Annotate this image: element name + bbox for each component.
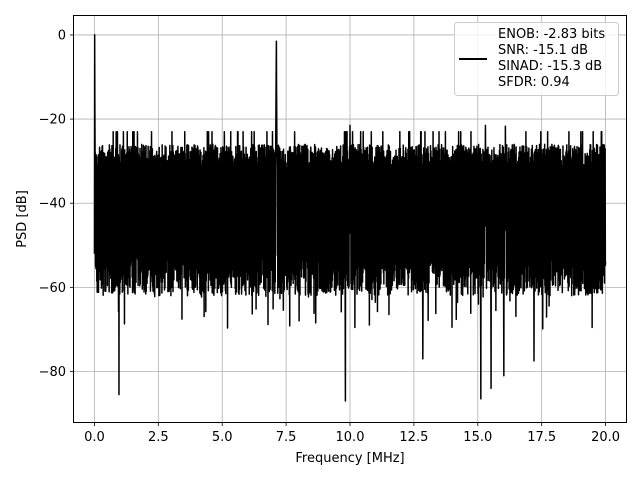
x-axis-label: Frequency [MHz] [295, 451, 404, 466]
x-tick-label: 15.0 [463, 430, 492, 445]
legend-entry-sinad: SINAD: -15.3 dB [498, 59, 602, 74]
y-tick-label: −60 [39, 281, 66, 296]
x-tick-label: 2.5 [148, 430, 169, 445]
legend: ENOB: -2.83 bits SNR: -15.1 dB SINAD: -1… [454, 22, 619, 96]
psd-series-line [93, 34, 607, 402]
y-tick-label: −20 [39, 113, 66, 128]
legend-box [454, 22, 619, 96]
x-tick-label: 10.0 [336, 430, 365, 445]
psd-series [93, 34, 607, 402]
legend-entry-snr: SNR: -15.1 dB [498, 43, 588, 58]
legend-entry-enob: ENOB: -2.83 bits [498, 27, 605, 42]
axis-ticks: 0.0 2.5 5.0 7.5 10.0 12.5 15.0 17.5 20.0 0 −20 −40 −… [39, 28, 620, 445]
x-tick-label: 20.0 [591, 430, 620, 445]
x-tick-label: 12.5 [399, 430, 428, 445]
x-tick-label: 17.5 [527, 430, 556, 445]
x-tick-label: 5.0 [212, 430, 233, 445]
legend-entry-sfdr: SFDR: 0.94 [498, 75, 570, 90]
y-tick-label: −80 [39, 365, 66, 380]
x-tick-label: 0.0 [84, 430, 105, 445]
y-tick-label: 0 [58, 28, 66, 43]
x-tick-label: 7.5 [276, 430, 297, 445]
y-tick-label: −40 [39, 197, 66, 212]
y-axis-label: PSD [dB] [15, 190, 30, 248]
